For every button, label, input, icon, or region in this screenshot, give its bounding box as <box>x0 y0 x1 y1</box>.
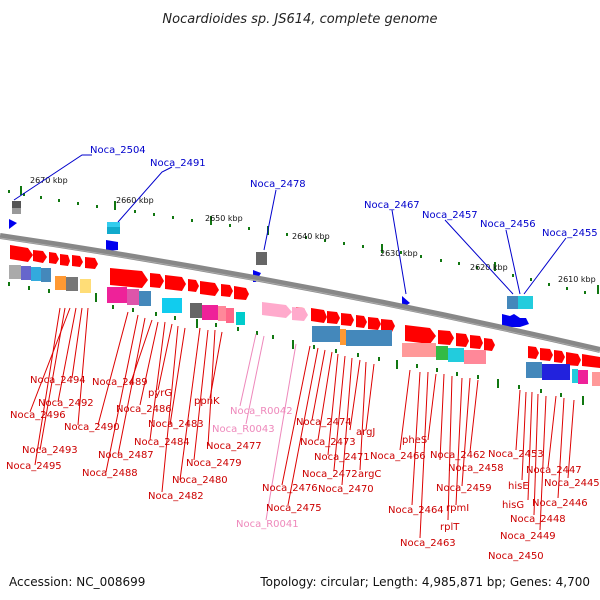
lower-gene-label: Noca_2474 <box>296 417 352 428</box>
lower-gene-label: Noca_2448 <box>510 514 566 525</box>
lower-gene-label: Noca_2464 <box>388 505 444 516</box>
lower-gene-label: hisG <box>502 500 524 511</box>
lower-gene-label: Noca_2446 <box>532 498 588 509</box>
lower-gene-label: Noca_2489 <box>92 377 148 388</box>
upper-gene-label: Noca_2457 <box>422 210 478 221</box>
rna-leaders <box>239 333 297 521</box>
lower-gene-label: Noca_2486 <box>116 404 172 415</box>
upper-leaders <box>13 154 567 295</box>
rna-gene-label: Noca_R0041 <box>236 519 299 530</box>
upper-features <box>9 201 533 327</box>
lower-gene-label: Noca_2492 <box>38 398 94 409</box>
lower-gene-label: Noca_2479 <box>186 458 242 469</box>
lower-gene-label: argC <box>358 469 381 480</box>
lower-gene-label: Noca_2470 <box>318 484 374 495</box>
cog-strips <box>9 265 600 386</box>
lower-gene-label: Noca_2449 <box>500 531 556 542</box>
kbp-label: 2610 kbp <box>558 275 596 284</box>
rna-gene-label: Noca_R0043 <box>212 424 275 435</box>
lower-ticks <box>8 282 584 405</box>
lower-gene-label: Noca_2463 <box>400 538 456 549</box>
lower-gene-label: argJ <box>356 427 375 438</box>
kbp-label: 2670 kbp <box>30 176 68 185</box>
lower-gene-label: Noca_2494 <box>30 375 86 386</box>
upper-gene-label: Noca_2455 <box>542 228 598 239</box>
lower-gene-label: pyrG <box>148 388 172 399</box>
lower-gene-label: Noca_2445 <box>544 478 600 489</box>
lower-gene-label: Noca_2453 <box>488 449 544 460</box>
lower-gene-label: hisE <box>508 481 529 492</box>
kbp-label: 2660 kbp <box>116 196 154 205</box>
lower-gene-label: Noca_2483 <box>148 419 204 430</box>
lower-gene-label: Noca_2475 <box>266 503 322 514</box>
lower-gene-label: pheS <box>402 435 427 446</box>
lower-gene-label: Noca_2476 <box>262 483 318 494</box>
map-title: Nocardioides sp. JS614, complete genome <box>162 12 437 27</box>
lower-gene-label: Noca_2466 <box>370 451 426 462</box>
lower-gene-label: ppnK <box>194 396 220 407</box>
lower-gene-label: Noca_2450 <box>488 551 544 562</box>
lower-gene-label: Noca_2490 <box>64 422 120 433</box>
reverse-genes <box>10 245 600 368</box>
lower-gene-label: Noca_2473 <box>300 437 356 448</box>
lower-gene-label: Noca_2447 <box>526 465 582 476</box>
upper-gene-label: Noca_2456 <box>480 219 536 230</box>
lower-gene-label: Noca_2487 <box>98 450 154 461</box>
kbp-dots <box>8 190 586 294</box>
lower-gene-label: Noca_2484 <box>134 437 190 448</box>
lower-gene-label: Noca_2477 <box>206 441 262 452</box>
accession-text: Accession: NC_008699 <box>9 575 145 589</box>
lower-gene-label: Noca_2480 <box>172 475 228 486</box>
lower-leaders <box>29 307 575 539</box>
lower-gene-label: Noca_2472 <box>302 469 358 480</box>
upper-gene-label: Noca_2504 <box>90 145 146 156</box>
genome-summary-text: Topology: circular; Length: 4,985,871 bp… <box>259 575 590 589</box>
rna-genes <box>262 302 308 321</box>
lower-gene-label: Noca_2482 <box>148 491 204 502</box>
genome-backbone <box>0 233 600 353</box>
lower-gene-label: Noca_2488 <box>82 468 138 479</box>
kbp-label: 2650 kbp <box>205 214 243 223</box>
upper-gene-label: Noca_2491 <box>150 158 206 169</box>
rna-gene-label: Noca_R0042 <box>230 406 293 417</box>
upper-gene-label: Noca_2478 <box>250 179 306 190</box>
lower-gene-label: Noca_2458 <box>448 463 504 474</box>
lower-gene-label: Noca_2495 <box>6 461 62 472</box>
lower-gene-label: Noca_2459 <box>436 483 492 494</box>
lower-gene-label: Noca_2462 <box>430 450 486 461</box>
lower-gene-label: Noca_2496 <box>10 410 66 421</box>
lower-gene-label: Noca_2471 <box>314 452 370 463</box>
lower-gene-label: Noca_2493 <box>22 445 78 456</box>
lower-gene-label: rplT <box>440 522 460 533</box>
lower-gene-label: rpmI <box>446 503 469 514</box>
kbp-label: 2640 kbp <box>292 232 330 241</box>
upper-gene-label: Noca_2467 <box>364 200 420 211</box>
